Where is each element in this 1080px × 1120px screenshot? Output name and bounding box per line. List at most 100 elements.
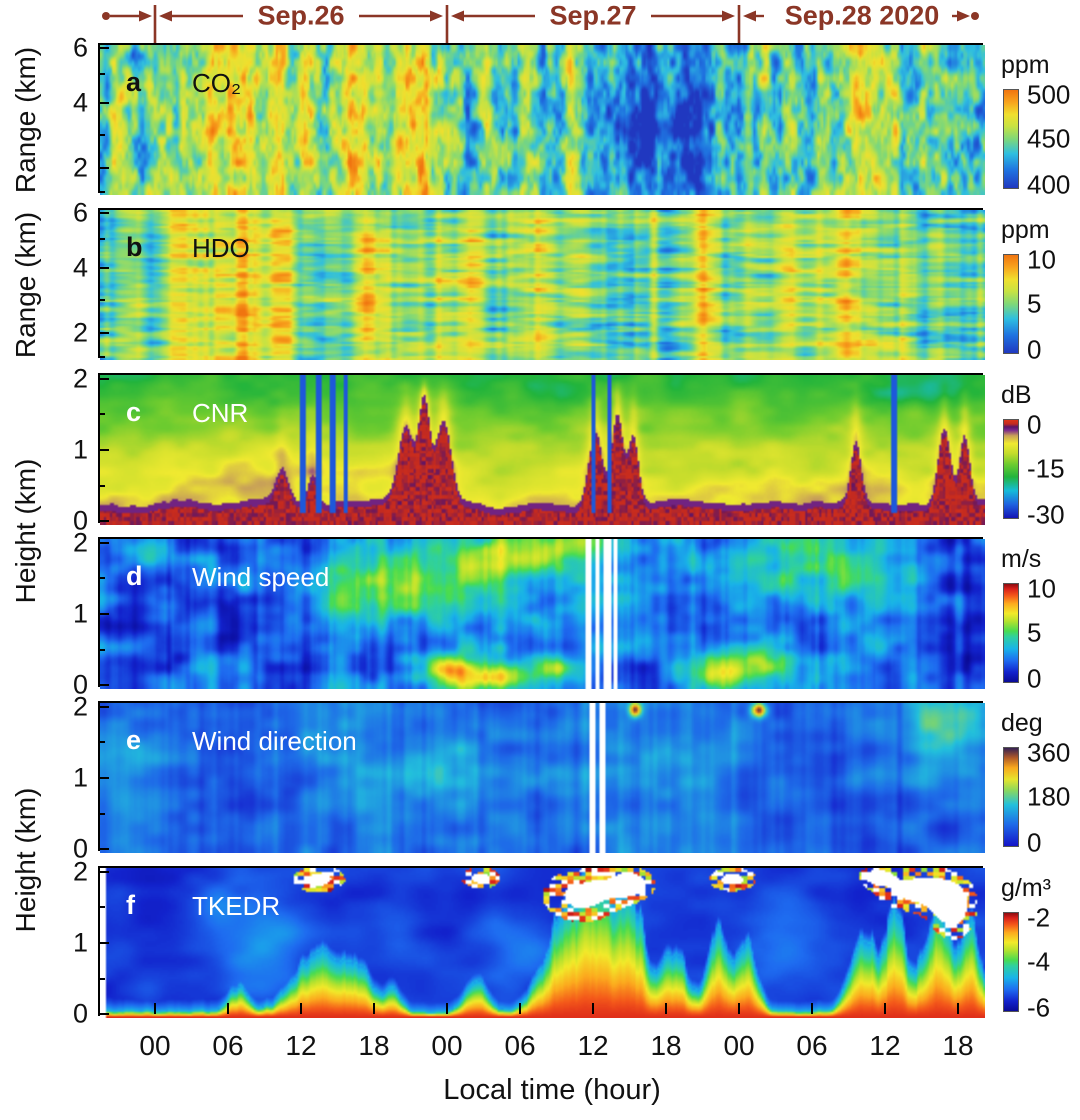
x-tick-label: 18 — [358, 1030, 390, 1061]
x-axis-title: Local time (hour) — [443, 1074, 661, 1106]
colorbar-unit: ppm — [1001, 216, 1050, 244]
colorbar-unit: dB — [1001, 381, 1032, 409]
y-tick-minor-mark — [100, 577, 105, 580]
y-tick-label: 1 — [72, 598, 88, 629]
x-tick-mark — [226, 1003, 229, 1014]
y-tick-label: 4 — [72, 87, 88, 118]
y-tick-label: 2 — [72, 527, 88, 558]
colorbar-gradient — [1003, 583, 1019, 683]
y-tick-mark — [100, 870, 109, 873]
y-tick-mark — [100, 101, 109, 104]
y-tick-label: 0 — [72, 833, 88, 864]
x-tick-label: 18 — [650, 1030, 682, 1061]
x-tick-mark — [810, 1003, 813, 1014]
y-tick-minor-mark — [100, 906, 105, 909]
y-tick-label: 4 — [72, 252, 88, 283]
colorbar-tick-label: 0 — [1027, 409, 1042, 440]
panel-f: f TKEDR — [98, 866, 985, 1018]
y-tick-mark — [100, 266, 109, 269]
panel-a: a CO₂ — [98, 43, 985, 195]
x-tick-label: 12 — [869, 1030, 901, 1061]
panel-letter: e — [126, 725, 142, 755]
panel-d: d Wind speed — [98, 537, 985, 689]
colorbar-unit: g/m³ — [1001, 874, 1051, 902]
colorbar-tick-label: 5 — [1027, 288, 1042, 319]
x-tick-label: 00 — [139, 1030, 171, 1061]
x-tick-mark — [957, 1003, 959, 1014]
y-tick-minor-mark — [100, 191, 105, 193]
x-tick-label: 12 — [577, 1030, 609, 1061]
y-tick-mark — [100, 449, 109, 451]
x-tick-label: 12 — [285, 1030, 317, 1061]
colorbar-tick-label: 450 — [1027, 123, 1071, 154]
y-tick-mark — [100, 47, 109, 49]
colorbar-tick-label: 360 — [1027, 737, 1071, 768]
y-tick-minor-mark — [100, 484, 105, 487]
x-tick-mark — [883, 1003, 886, 1014]
colorbar-gradient — [1003, 89, 1019, 189]
colorbar-gradient — [1003, 254, 1019, 354]
y-tick-mark — [100, 1013, 109, 1016]
colorbar-tick-label: 500 — [1027, 79, 1071, 110]
y-tick-minor-mark — [100, 237, 105, 240]
panel-letter: c — [126, 397, 142, 427]
x-tick-mark — [738, 1003, 741, 1014]
x-tick-label: 00 — [431, 1030, 463, 1061]
heatmap-canvas-c — [100, 375, 985, 525]
y-tick-mark — [100, 212, 109, 214]
panel-title: TKEDR — [192, 891, 281, 921]
y-tick-label: 1 — [72, 927, 88, 958]
x-tick-mark — [592, 1003, 595, 1014]
y-tick-mark — [100, 167, 109, 169]
y-tick-label: 6 — [72, 197, 88, 228]
y-tick-label: 2 — [72, 363, 88, 394]
date-label: Sep.27 — [549, 0, 637, 31]
colorbar-gradient — [1003, 747, 1019, 847]
y-tick-label: 1 — [72, 434, 88, 465]
colorbar-unit: ppm — [1001, 51, 1050, 79]
colorbar-tick-label: 0 — [1027, 334, 1042, 365]
x-tick-label: 06 — [212, 1030, 244, 1061]
y-tick-minor-mark — [100, 413, 105, 416]
y-tick-mark — [100, 705, 109, 708]
x-tick-mark — [665, 1003, 668, 1014]
heatmap-canvas-e — [100, 703, 985, 853]
colorbar-tick-label: -6 — [1027, 992, 1051, 1023]
colorbar-tick-label: 0 — [1027, 827, 1042, 858]
y-tick-minor-mark — [100, 134, 105, 136]
date-label: Sep.26 — [257, 0, 345, 31]
colorbar-tick-label: -30 — [1027, 499, 1065, 530]
y-tick-minor-mark — [100, 741, 105, 744]
y-tick-mark — [100, 777, 109, 779]
panel-e: e Wind direction — [98, 701, 985, 853]
date-label: Sep.28 2020 — [784, 0, 940, 31]
heatmap-canvas-f — [100, 868, 985, 1018]
panel-title: CNR — [192, 398, 249, 428]
x-tick-label: 00 — [723, 1030, 755, 1061]
y-tick-minor-mark — [100, 72, 105, 75]
date-arrows-svg — [102, 5, 979, 45]
y-tick-label: 6 — [72, 32, 88, 63]
y-tick-mark — [100, 684, 109, 687]
y-tick-minor-mark — [100, 356, 105, 358]
y-tick-label: 0 — [72, 505, 88, 536]
panel-title: HDO — [192, 233, 250, 263]
heatmap-canvas-d — [100, 539, 985, 689]
y-tick-mark — [100, 848, 109, 851]
y-tick-label: 0 — [72, 998, 88, 1029]
x-tick-label: 06 — [504, 1030, 536, 1061]
y-tick-minor-mark — [100, 977, 105, 980]
panel-b: b HDO — [98, 208, 985, 360]
x-tick-label: 18 — [942, 1030, 974, 1061]
y-tick-label: 2 — [72, 856, 88, 887]
y-tick-minor-mark — [100, 812, 105, 815]
colorbar-tick-label: 400 — [1027, 169, 1071, 200]
panel-title: CO₂ — [192, 68, 242, 98]
colorbar-tick-label: -4 — [1027, 946, 1051, 977]
y-tick-mark — [100, 942, 109, 944]
colorbar-gradient — [1003, 419, 1019, 519]
colorbar-tick-label: 10 — [1027, 573, 1056, 604]
colorbar-tick-label: 180 — [1027, 781, 1071, 812]
y-tick-mark — [100, 520, 109, 523]
